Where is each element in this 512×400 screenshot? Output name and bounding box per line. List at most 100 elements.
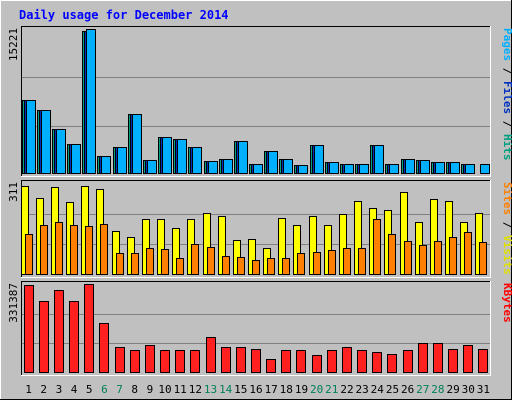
bar-kbytes-day-23 <box>357 350 367 373</box>
bar-sites-day-22 <box>343 248 351 275</box>
x-tick-label-day-19: 19 <box>295 383 308 396</box>
bar-kbytes-day-18 <box>281 350 291 373</box>
bar-kbytes-day-24 <box>372 352 382 373</box>
bar-pages-day-13 <box>208 161 218 174</box>
x-tick-label-day-6: 6 <box>101 383 108 396</box>
bar-kbytes-day-6 <box>99 323 109 373</box>
bar-pages-day-9 <box>147 160 157 174</box>
bar-pages-day-24 <box>374 145 384 174</box>
bar-pages-day-14 <box>223 159 233 174</box>
y-axis-max-label: 331387 <box>7 283 20 323</box>
bar-pages-day-3 <box>56 129 66 174</box>
x-tick-label-day-26: 26 <box>401 383 414 396</box>
bar-kbytes-day-7 <box>115 347 125 373</box>
x-tick-label-day-28: 28 <box>431 383 444 396</box>
chart-panels: 15221 Pages / Files / Hits 311 Sites / Visi… <box>7 26 512 376</box>
panel-middle: 311 Sites / Visits <box>7 180 512 278</box>
legend-part: Sites <box>501 182 512 215</box>
bar-sites-day-7 <box>116 253 124 275</box>
x-tick-label-day-12: 12 <box>189 383 202 396</box>
legend-part: Visits <box>501 235 512 275</box>
bar-kbytes-day-16 <box>251 349 261 373</box>
bar-kbytes-day-15 <box>236 347 246 373</box>
bar-pages-day-17 <box>268 151 278 174</box>
bar-kbytes-day-9 <box>145 345 155 373</box>
plot-area <box>21 26 491 177</box>
bar-pages-day-28 <box>435 162 445 174</box>
bar-kbytes-day-3 <box>54 290 64 373</box>
bar-kbytes-day-10 <box>160 350 170 373</box>
bar-kbytes-day-11 <box>175 350 185 373</box>
bar-sites-day-4 <box>70 225 78 275</box>
bar-pages-day-7 <box>117 147 127 174</box>
bar-sites-day-19 <box>297 253 305 275</box>
bar-sites-day-31 <box>479 242 487 275</box>
bar-pages-day-12 <box>192 147 202 174</box>
bar-kbytes-day-17 <box>266 359 276 373</box>
bar-sites-day-26 <box>404 241 412 275</box>
bar-sites-day-8 <box>131 253 139 275</box>
bar-sites-day-5 <box>85 226 93 275</box>
series-legend-label: Pages / Files / Hits <box>501 28 512 161</box>
bar-sites-day-1 <box>25 234 33 275</box>
x-tick-label-day-25: 25 <box>386 383 399 396</box>
bar-pages-day-16 <box>253 164 263 174</box>
x-tick-label-day-30: 30 <box>462 383 475 396</box>
bar-sites-day-30 <box>464 232 472 275</box>
bar-sites-day-9 <box>146 248 154 275</box>
bar-sites-day-23 <box>358 248 366 275</box>
legend-part: / <box>501 215 512 235</box>
bar-kbytes-day-14 <box>221 347 231 373</box>
bar-kbytes-day-4 <box>69 301 79 373</box>
bar-sites-day-15 <box>237 257 245 275</box>
x-tick-label-day-29: 29 <box>446 383 459 396</box>
bar-kbytes-day-27 <box>418 343 428 373</box>
bar-kbytes-day-20 <box>312 355 322 373</box>
bar-pages-day-15 <box>238 141 248 174</box>
bar-sites-day-6 <box>100 224 108 275</box>
bar-pages-day-29 <box>450 162 460 174</box>
bar-kbytes-day-1 <box>24 285 34 373</box>
legend-part: / <box>501 114 512 134</box>
bar-sites-day-27 <box>419 245 427 275</box>
x-tick-label-day-15: 15 <box>234 383 247 396</box>
bar-kbytes-day-8 <box>130 350 140 373</box>
bar-sites-day-28 <box>434 241 442 275</box>
bar-sites-day-24 <box>373 219 381 275</box>
bar-pages-day-20 <box>314 145 324 174</box>
bar-kbytes-day-22 <box>342 347 352 373</box>
bar-pages-day-22 <box>344 164 354 174</box>
bar-kbytes-day-2 <box>39 301 49 373</box>
panel-bottom: 331387 KBytes <box>7 281 512 376</box>
bar-sites-day-13 <box>207 247 215 275</box>
x-tick-label-day-20: 20 <box>310 383 323 396</box>
bar-pages-day-18 <box>283 159 293 174</box>
bar-sites-day-21 <box>328 250 336 275</box>
bar-pages-day-25 <box>389 164 399 174</box>
x-tick-label-day-10: 10 <box>158 383 171 396</box>
bar-kbytes-day-28 <box>433 343 443 373</box>
x-tick-label-day-11: 11 <box>174 383 187 396</box>
x-tick-label-day-8: 8 <box>131 383 138 396</box>
legend-part: Hits <box>501 134 512 161</box>
x-tick-label-day-9: 9 <box>147 383 154 396</box>
x-tick-label-day-13: 13 <box>204 383 217 396</box>
x-tick-label-day-27: 27 <box>416 383 429 396</box>
x-tick-label-day-14: 14 <box>219 383 233 396</box>
bar-pages-day-26 <box>405 159 415 174</box>
bar-sites-day-20 <box>313 252 321 275</box>
bar-sites-day-29 <box>449 237 457 275</box>
x-axis-day-labels: 1 2 3 4 5 6 7 8 9 10 11 12 13 14 15 16 17 18 19 20 21 22 23 24 2… <box>25 383 490 396</box>
x-tick-label-day-18: 18 <box>280 383 293 396</box>
bar-kbytes-day-25 <box>387 354 397 373</box>
x-tick-label-day-21: 21 <box>325 383 338 396</box>
bar-kbytes-day-30 <box>463 345 473 373</box>
chart-title: Daily usage for December 2014 <box>19 8 229 22</box>
bar-pages-day-11 <box>177 139 187 174</box>
bar-kbytes-day-19 <box>296 350 306 373</box>
x-tick-label-day-2: 2 <box>40 383 47 396</box>
bar-sites-day-10 <box>161 249 169 275</box>
bar-sites-day-2 <box>40 225 48 275</box>
x-tick-label-day-5: 5 <box>86 383 93 396</box>
